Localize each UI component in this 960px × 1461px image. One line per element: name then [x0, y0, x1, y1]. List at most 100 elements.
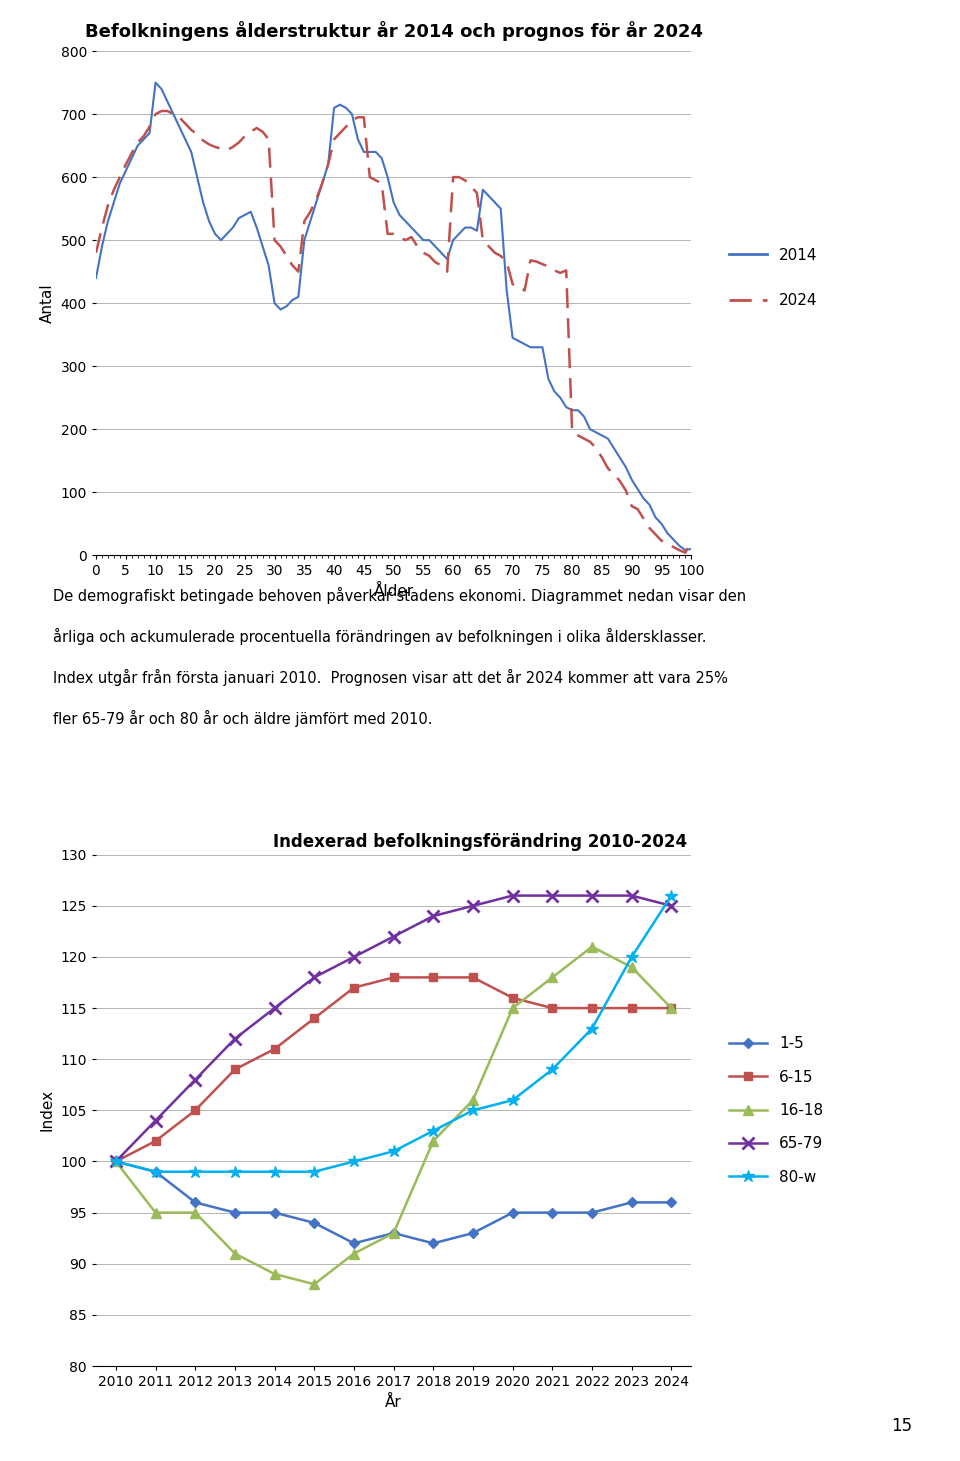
Y-axis label: Antal: Antal [40, 283, 55, 323]
65-79 [546, 887, 558, 904]
2024 [370, 171, 381, 188]
80-w [587, 1020, 598, 1037]
2014 [685, 541, 697, 558]
2014 [132, 137, 143, 155]
1-5 [665, 1194, 677, 1211]
6-15 [189, 1102, 201, 1119]
16-18 [110, 1153, 122, 1170]
1-5 [308, 1214, 320, 1232]
2014 [453, 225, 465, 243]
80-w [546, 1061, 558, 1078]
Text: Index utgår från första januari 2010.  Prognosen visar att det år 2024 kommer at: Index utgår från första januari 2010. Pr… [53, 669, 728, 687]
2024 [685, 533, 697, 551]
6-15 [546, 999, 558, 1017]
80-w [269, 1163, 280, 1180]
6-15 [229, 1061, 241, 1078]
16-18 [189, 1204, 201, 1221]
Legend: 2014, 2024: 2014, 2024 [723, 241, 824, 314]
1-5 [587, 1204, 598, 1221]
65-79 [427, 907, 439, 925]
2024 [156, 102, 167, 120]
2024 [513, 276, 524, 294]
X-axis label: År: År [385, 1395, 402, 1410]
16-18 [308, 1275, 320, 1293]
6-15 [269, 1040, 280, 1058]
65-79 [150, 1112, 161, 1129]
2014 [680, 542, 691, 560]
6-15 [626, 999, 637, 1017]
2024 [90, 244, 102, 262]
X-axis label: Ålder: Ålder [373, 584, 414, 599]
Text: årliga och ackumulerade procentuella förändringen av befolkningen i olika ålders: årliga och ackumulerade procentuella för… [53, 628, 707, 646]
1-5 [189, 1194, 201, 1211]
16-18 [665, 999, 677, 1017]
65-79 [229, 1030, 241, 1048]
80-w [388, 1143, 399, 1160]
6-15 [110, 1153, 122, 1170]
1-5 [507, 1204, 518, 1221]
65-79 [189, 1071, 201, 1088]
65-79 [665, 897, 677, 915]
2024 [680, 543, 691, 561]
16-18 [150, 1204, 161, 1221]
1-5 [626, 1194, 637, 1211]
Line: 80-w: 80-w [109, 890, 678, 1178]
65-79 [507, 887, 518, 904]
Y-axis label: Index: Index [40, 1090, 55, 1131]
6-15 [665, 999, 677, 1017]
Text: De demografiskt betingade behoven påverkar stadens ekonomi. Diagrammet nedan vis: De demografiskt betingade behoven påverk… [53, 587, 746, 605]
65-79 [587, 887, 598, 904]
2014 [245, 203, 256, 221]
6-15 [388, 969, 399, 986]
16-18 [427, 1132, 439, 1150]
16-18 [587, 938, 598, 955]
6-15 [468, 969, 479, 986]
6-15 [348, 979, 360, 996]
16-18 [229, 1245, 241, 1262]
1-5 [269, 1204, 280, 1221]
80-w [189, 1163, 201, 1180]
2024 [245, 123, 256, 140]
2014 [513, 332, 524, 349]
6-15 [427, 969, 439, 986]
1-5 [229, 1204, 241, 1221]
80-w [110, 1153, 122, 1170]
16-18 [546, 969, 558, 986]
1-5 [468, 1224, 479, 1242]
Title: Befolkningens ålderstruktur år 2014 och prognos för år 2024: Befolkningens ålderstruktur år 2014 och … [84, 22, 703, 41]
2024 [453, 168, 465, 186]
65-79 [308, 969, 320, 986]
1-5 [546, 1204, 558, 1221]
65-79 [626, 887, 637, 904]
65-79 [348, 948, 360, 966]
2014 [542, 370, 554, 387]
16-18 [468, 1091, 479, 1109]
Line: 2014: 2014 [96, 83, 691, 551]
Line: 2024: 2024 [96, 111, 691, 552]
6-15 [587, 999, 598, 1017]
Text: Indexerad befolkningsförändring 2010-2024: Indexerad befolkningsförändring 2010-202… [273, 833, 687, 850]
2014 [370, 143, 381, 161]
6-15 [507, 989, 518, 1007]
80-w [427, 1122, 439, 1140]
16-18 [388, 1224, 399, 1242]
2024 [542, 257, 554, 275]
80-w [468, 1102, 479, 1119]
Text: 15: 15 [891, 1417, 912, 1435]
65-79 [269, 999, 280, 1017]
80-w [507, 1091, 518, 1109]
1-5 [150, 1163, 161, 1180]
80-w [665, 887, 677, 904]
Line: 6-15: 6-15 [111, 973, 676, 1166]
80-w [229, 1163, 241, 1180]
Line: 65-79: 65-79 [110, 890, 677, 1167]
Line: 1-5: 1-5 [112, 1159, 675, 1246]
2014 [90, 269, 102, 286]
65-79 [388, 928, 399, 945]
65-79 [110, 1153, 122, 1170]
1-5 [110, 1153, 122, 1170]
16-18 [348, 1245, 360, 1262]
2024 [132, 134, 143, 152]
80-w [150, 1163, 161, 1180]
2014 [150, 75, 161, 92]
